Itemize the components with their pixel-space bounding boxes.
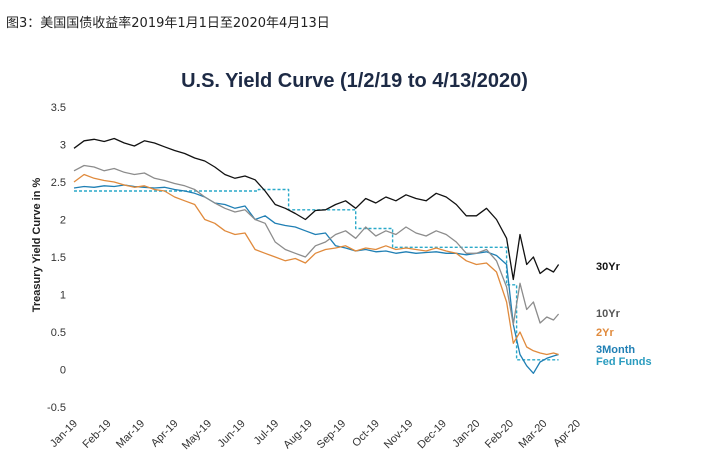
- x-tick-label: Jul-19: [252, 418, 282, 448]
- y-tick-label: 2: [60, 215, 66, 227]
- series-label-fed-funds: Fed Funds: [596, 356, 652, 368]
- y-tick-label: 3.5: [51, 102, 66, 114]
- x-tick-label: Feb-20: [483, 418, 516, 451]
- y-tick-label: 3: [60, 140, 66, 152]
- series-line-fed-funds: [74, 188, 559, 361]
- x-tick-label: Nov-19: [382, 418, 416, 452]
- x-tick-label: Mar-19: [114, 418, 147, 451]
- series-line-30yr: [73, 137, 560, 281]
- x-tick-label: Oct-19: [350, 418, 382, 450]
- x-tick-label: Sep-19: [315, 418, 349, 452]
- series-label-10yr: 10Yr: [596, 308, 621, 320]
- x-tick-label: Jan-19: [48, 418, 80, 450]
- x-tick-label: Jun-19: [216, 418, 248, 450]
- chart-title: U.S. Yield Curve (1/2/19 to 4/13/2020): [181, 70, 528, 92]
- y-tick-label: 1: [60, 290, 66, 302]
- x-tick-label: Feb-19: [81, 418, 114, 451]
- series-label-2yr: 2Yr: [596, 327, 614, 339]
- x-tick-label: Mar-20: [516, 418, 549, 451]
- series-line-3month: [73, 184, 559, 374]
- y-tick-label: 2.5: [51, 177, 66, 189]
- x-tick-label: Apr-20: [551, 418, 583, 450]
- x-tick-label: Jan-20: [450, 418, 482, 450]
- series-line-10yr: [73, 164, 560, 326]
- y-axis-label: Treasury Yield Curve in %: [31, 178, 43, 313]
- series-line-2yr: [73, 173, 559, 356]
- y-tick-label: 1.5: [51, 252, 66, 264]
- series-label-30yr: 30Yr: [596, 261, 621, 273]
- x-tick-label: Dec-19: [415, 418, 449, 452]
- series-label-3month: 3Month: [596, 344, 635, 356]
- series-lines: [73, 137, 560, 374]
- y-tick-label: 0.5: [51, 327, 66, 339]
- x-tick-label: Apr-19: [149, 418, 181, 450]
- x-axis-ticks: Jan-19 Feb-19 Mar-19 Apr-19 May-19 Jun-19 Jul-…: [48, 418, 583, 452]
- figure-caption: 图3：美国国债收益率2019年1月1日至2020年4月13日: [6, 16, 330, 31]
- y-tick-label: -0.5: [47, 402, 66, 414]
- y-tick-label: 0: [60, 365, 66, 377]
- y-axis-ticks: 3.5 3 2.5 2 1.5 1 0.5 0 -0.5: [47, 102, 66, 414]
- x-tick-label: May-19: [180, 418, 214, 452]
- x-tick-label: Aug-19: [281, 418, 315, 452]
